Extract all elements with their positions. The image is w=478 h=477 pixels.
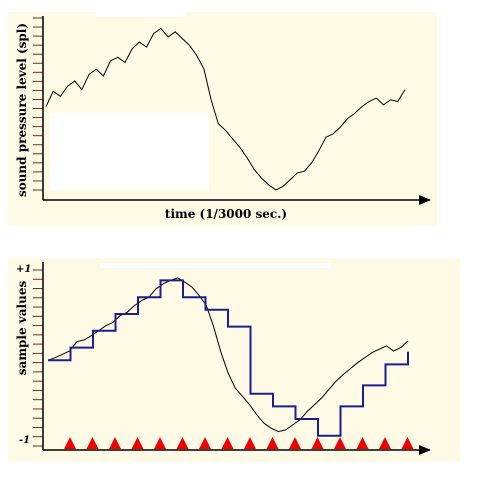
sample-marker (221, 437, 234, 449)
sample-marker (266, 437, 279, 449)
sample-marker (64, 437, 76, 449)
sample-marker (131, 437, 144, 449)
sample-marker (199, 437, 211, 449)
sample-marker (154, 437, 166, 449)
chart-1-waveform (45, 27, 406, 191)
chart-2: +1 -1 sample values (8, 258, 460, 462)
sample-marker (86, 437, 99, 449)
sample-marker (109, 437, 121, 449)
sample-marker (356, 437, 369, 449)
chart-2-ytick-plus-one: +1 (16, 264, 31, 275)
sample-marker (311, 437, 324, 449)
sample-marker (334, 437, 346, 449)
chart-2-y-ticks (33, 269, 43, 447)
chart-2-ytick-minus-one: -1 (19, 435, 30, 446)
sample-marker (401, 437, 414, 449)
chart-2-sampled-step (48, 279, 409, 437)
sample-marker (244, 437, 256, 449)
chart-1: time (1/3000 sec.) sound pressure level … (8, 12, 437, 226)
chart-1-x-axis-label: time (1/3000 sec.) (165, 207, 287, 221)
chart-1-y-ticks (33, 17, 43, 191)
sample-marker (289, 437, 301, 449)
chart-2-background (8, 258, 460, 462)
chart-2-waveform (47, 277, 409, 433)
chart-1-background (8, 12, 437, 226)
chart-2-sample-markers (64, 437, 414, 449)
sample-marker (379, 437, 391, 449)
chart-1-y-axis-label: sound pressure level (spl) (15, 23, 29, 197)
chart-2-y-axis-label: sample values (15, 281, 29, 376)
sample-marker (176, 437, 189, 449)
